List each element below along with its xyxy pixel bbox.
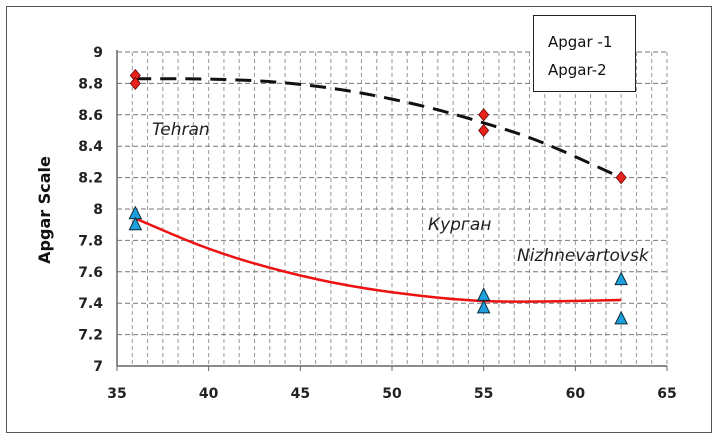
y-tick-label: 7	[93, 359, 103, 375]
annotation-nizhnevartovsk: Nizhnevartovsk	[517, 246, 650, 266]
x-tick-label: 50	[382, 386, 402, 402]
x-tick-label: 65	[657, 386, 676, 402]
x-tick-label: 35	[107, 386, 126, 402]
x-tick-label: 55	[474, 386, 493, 402]
y-axis-label: Apgar Scale	[35, 156, 54, 264]
data-point-apgar-2	[476, 299, 491, 314]
y-tick-label: 8.8	[78, 76, 103, 92]
y-tick-label: 8.2	[78, 171, 103, 187]
y-tick-label: 7.4	[78, 296, 103, 312]
x-tick-label: 60	[566, 386, 586, 402]
chart-frame	[6, 6, 712, 433]
data-point-apgar-2	[476, 287, 491, 301]
data-point-apgar-2	[614, 310, 628, 325]
x-tick-label: 45	[291, 386, 310, 402]
legend-entry-apgar-2: Apgar-2	[548, 61, 607, 79]
y-tick-label: 7.2	[78, 328, 103, 344]
y-tick-label: 7.6	[78, 265, 103, 281]
y-tick-label: 8.4	[78, 139, 103, 155]
data-point-apgar-1	[478, 108, 490, 122]
trendline-2	[134, 217, 622, 303]
data-point-apgar-1	[615, 170, 627, 185]
x-tick-label: 40	[199, 386, 219, 402]
trendline-1	[135, 77, 622, 179]
legend: Apgar -1 Apgar-2	[533, 15, 636, 92]
annotation-tehran: Tehran	[152, 120, 210, 140]
y-tick-label: 8.6	[78, 108, 103, 124]
data-point-apgar-2	[614, 271, 628, 286]
legend-entry-apgar-1: Apgar -1	[548, 33, 613, 51]
data-point-apgar-1	[478, 123, 490, 138]
data-point-apgar-1	[129, 76, 141, 91]
y-tick-label: 9	[93, 45, 103, 61]
annotation-kurgan: Курган	[428, 215, 491, 235]
y-tick-label: 8	[93, 202, 103, 218]
data-point-apgar-2	[128, 216, 143, 231]
y-tick-label: 7.8	[78, 233, 103, 249]
